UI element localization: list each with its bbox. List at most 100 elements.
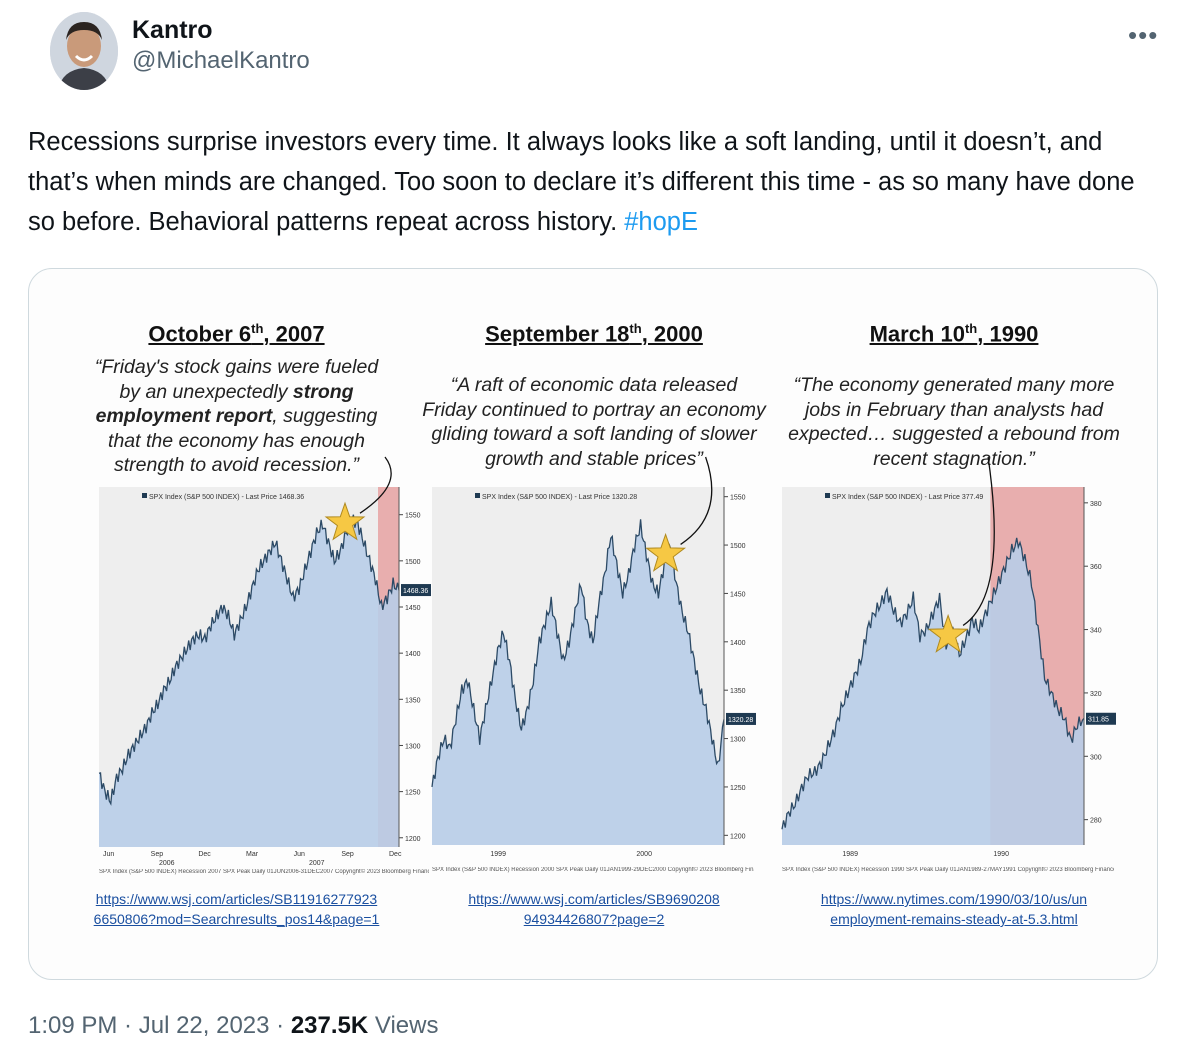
x-year-label: 1999 — [490, 851, 506, 858]
source-url[interactable]: https://www.wsj.com/articles/SB9690208 94… — [414, 889, 774, 929]
source-url-line[interactable]: https://www.wsj.com/articles/SB119162779… — [95, 891, 378, 907]
panel-title: March 10th, 1990 — [774, 321, 1134, 347]
source-url-line[interactable]: https://www.nytimes.com/1990/03/10/us/un — [820, 891, 1088, 907]
tweet-time[interactable]: 1:09 PM — [28, 1012, 118, 1039]
source-url-line[interactable]: employment-remains-steady-at-5.3.html — [830, 911, 1078, 927]
price-line — [781, 537, 1085, 830]
chart-panel: September 18th, 2000 “A raft of economic … — [414, 269, 774, 979]
price-area — [782, 537, 1084, 845]
chart-footnote: SPX Index (S&P 500 INDEX) Recession 2007… — [99, 869, 429, 875]
chart-footnote: SPX Index (S&P 500 INDEX) Recession 2000… — [432, 867, 754, 873]
chart-panel: October 6th, 2007 “Friday's stock gains w… — [59, 269, 431, 979]
last-price-box — [726, 712, 756, 725]
y-tick-label: 360 — [1090, 564, 1102, 571]
panel-title-text: October 6 — [148, 321, 252, 347]
y-tick-label: 1450 — [405, 605, 421, 612]
star-marker — [645, 532, 687, 572]
views-label: Views — [374, 1012, 439, 1039]
tweet-text: Recessions surprise investors every time… — [28, 122, 1163, 242]
chart-panel: March 10th, 1990 “The economy generated m… — [774, 269, 1134, 979]
hashtag-link[interactable]: #hopE — [624, 208, 698, 236]
source-url-line[interactable]: 94934426807?page=2 — [523, 911, 665, 927]
tweet-date[interactable]: Jul 22, 2023 — [138, 1012, 270, 1039]
legend-swatch — [825, 493, 830, 498]
panel-title-year: , 2000 — [641, 321, 703, 347]
y-tick-label: 1550 — [405, 513, 421, 520]
panel-quote: “A raft of economic data released Friday… — [422, 373, 767, 471]
spx-chart-svg: 380 360 340 320 300 280 311.85 SPX Index (S&P 5… — [781, 456, 1116, 858]
chart-legend: SPX Index (S&P 500 INDEX) - Last Price 1… — [149, 494, 304, 501]
spx-chart: 1550 1500 1450 1400 1350 1300 1250 1200 1320.28 S… — [431, 456, 764, 865]
panel-title: September 18th, 2000 — [414, 321, 774, 347]
callout-line — [359, 456, 392, 514]
x-year-label: 1990 — [993, 851, 1009, 858]
tweet-meta: 1:09 PM · Jul 22, 2023 · 237.5K Views — [28, 1012, 439, 1039]
tweet-body: Recessions surprise investors every time… — [28, 128, 1135, 236]
author-handle[interactable]: @MichaelKantro — [132, 47, 310, 74]
y-tick-label: 320 — [1090, 691, 1102, 698]
y-tick-label: 280 — [1090, 818, 1102, 825]
y-tick-label: 1500 — [405, 559, 421, 566]
panel-title-year: , 1990 — [977, 321, 1039, 347]
y-tick-label: 1550 — [730, 495, 746, 502]
x-tick-label: Dec — [389, 851, 402, 858]
x-tick-label: Sep — [151, 851, 164, 858]
legend-swatch — [475, 493, 480, 498]
y-tick-label: 380 — [1090, 501, 1102, 508]
x-tick-label: Dec — [198, 851, 211, 858]
tweet-media-image[interactable]: October 6th, 2007 “Friday's stock gains w… — [28, 268, 1158, 980]
x-year-label: 2000 — [636, 851, 652, 858]
panel-quote: “The economy generated many more jobs in… — [782, 373, 1127, 471]
y-tick-label: 1350 — [405, 697, 421, 704]
panel-quote: “Friday's stock gains were fueled by an … — [87, 355, 387, 478]
source-url-line[interactable]: 6650806?mod=Searchresults_pos14&page=1 — [93, 911, 380, 927]
spx-chart: 1550 1500 1450 1400 1350 1300 1250 1200 1468.36 S… — [98, 456, 439, 867]
x-tick-label: Jun — [294, 851, 305, 858]
panel-title-sup: th — [629, 321, 642, 336]
source-url[interactable]: https://www.wsj.com/articles/SB119162779… — [59, 889, 414, 929]
y-tick-label: 1350 — [730, 688, 746, 695]
y-tick-label: 340 — [1090, 628, 1102, 635]
y-tick-label: 300 — [1090, 754, 1102, 761]
quote-text-end: , suggesting that the economy has enough… — [108, 405, 378, 476]
y-tick-label: 1250 — [730, 785, 746, 792]
y-tick-label: 1400 — [730, 640, 746, 647]
panel-title-sup: th — [251, 321, 264, 336]
x-tick-label: Jun — [103, 851, 114, 858]
spx-chart-svg: 1550 1500 1450 1400 1350 1300 1250 1200 1320.28 S… — [431, 456, 756, 858]
panel-title-sup: th — [964, 321, 978, 336]
y-tick-label: 1250 — [405, 790, 421, 797]
avatar[interactable] — [50, 12, 118, 90]
y-tick-label: 1450 — [730, 591, 746, 598]
quote-text: “The economy generated many more jobs in… — [788, 374, 1120, 470]
x-tick-label: Mar — [246, 851, 259, 858]
more-options-icon[interactable]: ••• — [1128, 20, 1159, 50]
author-name[interactable]: Kantro — [132, 16, 213, 44]
spx-chart-svg: 1550 1500 1450 1400 1350 1300 1250 1200 1468.36 S… — [98, 456, 431, 867]
star-marker — [324, 501, 366, 541]
panel-title-text: March 10 — [869, 321, 965, 347]
y-tick-label: 1300 — [730, 737, 746, 744]
spx-chart: 380 360 340 320 300 280 311.85 SPX Index (S&P 5… — [781, 456, 1124, 865]
last-price-box — [1086, 712, 1116, 725]
callout-line — [680, 456, 713, 545]
last-price-label: 1468.36 — [403, 588, 428, 595]
x-tick-label: Sep — [341, 851, 354, 858]
quote-text: “A raft of economic data released Friday… — [422, 374, 766, 470]
last-price-box — [401, 584, 431, 597]
views-count: 237.5K — [290, 1012, 369, 1039]
chart-legend: SPX Index (S&P 500 INDEX) - Last Price 3… — [832, 494, 983, 501]
last-price-label: 1320.28 — [728, 717, 753, 724]
y-tick-label: 1200 — [405, 836, 421, 843]
quote-text: “Friday's stock gains were fueled by an … — [94, 356, 379, 403]
source-url-line[interactable]: https://www.wsj.com/articles/SB9690208 — [468, 891, 720, 907]
y-tick-label: 1300 — [405, 743, 421, 750]
panel-title-year: , 2007 — [263, 321, 325, 347]
source-url[interactable]: https://www.nytimes.com/1990/03/10/us/un… — [774, 889, 1134, 929]
last-price-label: 311.85 — [1088, 717, 1109, 724]
star-marker — [927, 613, 969, 653]
y-tick-label: 1500 — [730, 543, 746, 550]
chart-legend: SPX Index (S&P 500 INDEX) - Last Price 1… — [482, 494, 637, 501]
y-tick-label: 1200 — [730, 833, 746, 840]
price-area — [99, 514, 399, 847]
